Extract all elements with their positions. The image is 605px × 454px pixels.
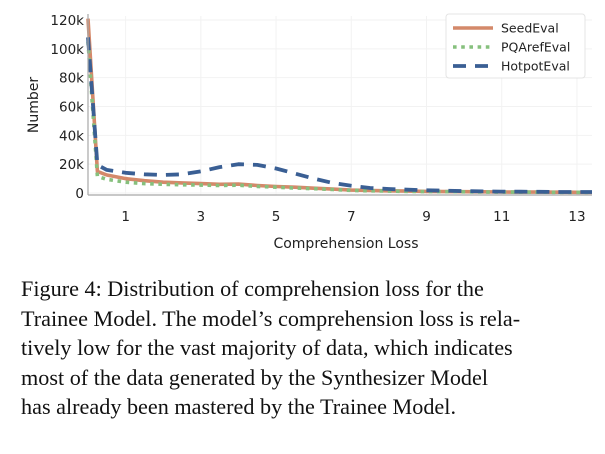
y-tick-label: 0 <box>75 186 84 202</box>
legend-box <box>445 13 586 79</box>
caption-line: most of the data generated by the Synthe… <box>21 364 489 390</box>
legend-label: PQArefEval <box>501 40 570 55</box>
y-tick-label: 20k <box>59 157 84 173</box>
legend: SeedEval PQArefEval HotpotEval <box>445 13 586 79</box>
x-tick-label: 11 <box>493 209 510 225</box>
x-axis-label: Comprehension Loss <box>273 236 418 252</box>
caption-line: Trainee Model. The model’s comprehension… <box>21 305 521 331</box>
figure-caption: Figure 4: Distribution of comprehension … <box>21 274 591 422</box>
x-tick-labels: 1 3 5 7 9 11 13 <box>121 209 585 225</box>
legend-label: SeedEval <box>501 21 559 36</box>
legend-label: HotpotEval <box>501 59 570 74</box>
y-tick-label: 60k <box>59 100 84 116</box>
caption-line: tively low for the vast majority of data… <box>21 335 513 360</box>
series-line-pqarefeval <box>86 41 592 195</box>
y-tick-label: 100k <box>50 42 84 58</box>
caption-line: has already been mastered by the Trainee… <box>21 394 456 419</box>
axes <box>87 14 592 196</box>
series-lines <box>86 18 592 195</box>
x-tick-label: 9 <box>422 209 431 225</box>
y-tick-label: 40k <box>59 128 84 144</box>
x-tick-label: 7 <box>347 209 356 225</box>
y-tick-labels: 0 20k 40k 60k 80k 100k 120k <box>50 13 84 202</box>
x-tick-label: 1 <box>121 209 130 225</box>
x-tick-label: 13 <box>568 209 585 225</box>
y-tick-label: 80k <box>59 71 84 87</box>
x-tick-label: 5 <box>272 209 281 225</box>
y-axis-label: Number <box>26 77 42 133</box>
x-tick-label: 3 <box>197 209 206 225</box>
caption-line: Figure 4: Distribution of comprehension … <box>21 276 484 301</box>
y-tick-label: 120k <box>50 13 84 29</box>
